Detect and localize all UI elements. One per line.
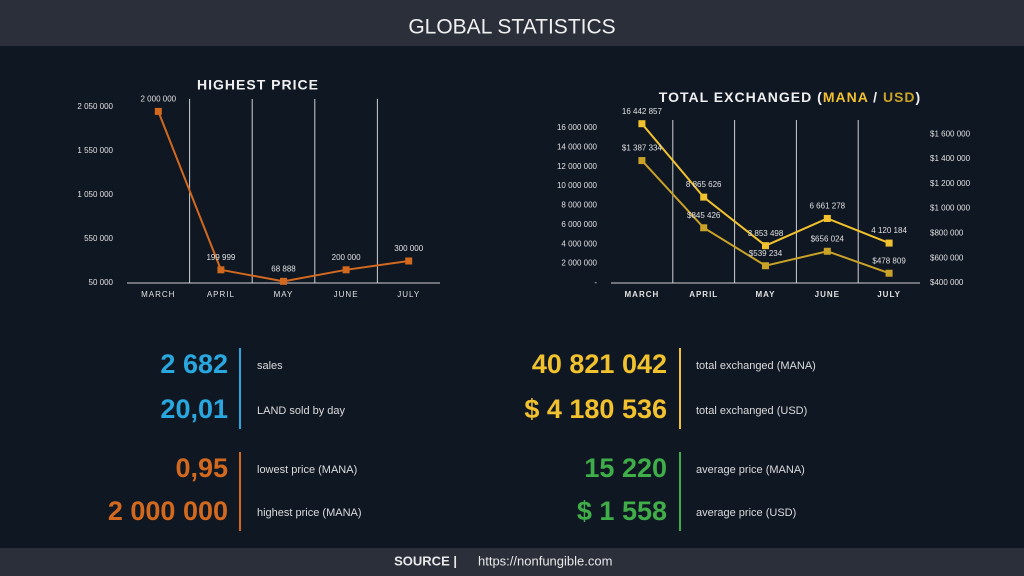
- stat-label: LAND sold by day: [257, 405, 346, 417]
- x-tick-label: MARCH: [141, 290, 175, 299]
- stat-label: average price (MANA): [696, 464, 805, 476]
- x-tick-label: JULY: [877, 290, 901, 299]
- y-tick-label: 8 000 000: [561, 201, 597, 210]
- value-label: 199 999: [206, 253, 235, 262]
- x-tick-label: JUNE: [815, 290, 840, 299]
- footer-bar: [0, 548, 1024, 576]
- point-marker: [638, 157, 646, 165]
- value-label: $539 234: [749, 249, 783, 258]
- point-marker: [154, 107, 162, 115]
- page-title: GLOBAL STATISTICS: [408, 16, 615, 39]
- y2-tick-label: $800 000: [930, 229, 964, 238]
- x-tick-label: APRIL: [689, 290, 718, 299]
- y-tick-label: 10 000 000: [557, 181, 598, 190]
- y-tick-label: -: [594, 278, 597, 287]
- point-marker: [405, 257, 413, 265]
- y2-tick-label: $600 000: [930, 253, 964, 262]
- y2-tick-label: $1 400 000: [930, 154, 971, 163]
- value-label: 3 853 498: [748, 229, 784, 238]
- y-tick-label: 1 050 000: [77, 190, 113, 199]
- point-marker: [217, 266, 225, 274]
- chart-title-part: ): [916, 89, 922, 105]
- point-marker: [823, 247, 831, 255]
- point-marker: [823, 214, 831, 222]
- point-marker: [342, 266, 350, 274]
- chart-title-part: MANA: [823, 89, 868, 105]
- stat-label: lowest price (MANA): [257, 464, 357, 476]
- point-marker: [700, 224, 708, 232]
- stat-label: total exchanged (MANA): [696, 360, 816, 372]
- stat-value: 15 220: [584, 453, 667, 483]
- stat-label: total exchanged (USD): [696, 405, 807, 417]
- chart-title: TOTAL EXCHANGED (MANA / USD): [659, 89, 921, 105]
- value-label: $656 024: [811, 234, 845, 243]
- chart-title: HIGHEST PRICE: [197, 77, 319, 93]
- y-tick-label: 16 000 000: [557, 123, 598, 132]
- point-marker: [885, 269, 893, 277]
- y-tick-label: 6 000 000: [561, 220, 597, 229]
- point-marker: [700, 193, 708, 201]
- x-tick-label: APRIL: [207, 290, 235, 299]
- y-tick-label: 12 000 000: [557, 162, 598, 171]
- value-label: $478 809: [872, 256, 906, 265]
- x-tick-label: MAY: [755, 290, 775, 299]
- chart-title-part: /: [868, 89, 883, 105]
- x-tick-label: MAY: [274, 290, 294, 299]
- y-tick-label: 1 550 000: [77, 146, 113, 155]
- stat-label: highest price (MANA): [257, 507, 362, 519]
- value-label: 16 442 857: [622, 107, 663, 116]
- stat-value: $ 4 180 536: [524, 394, 667, 424]
- y2-tick-label: $1 200 000: [930, 179, 971, 188]
- footer-url: https://nonfungible.com: [478, 553, 612, 568]
- stat-value: 0,95: [175, 453, 228, 483]
- stat-value: $ 1 558: [577, 496, 667, 526]
- y-tick-label: 2 000 000: [561, 259, 597, 268]
- value-label: 4 120 184: [871, 226, 907, 235]
- y-tick-label: 4 000 000: [561, 239, 597, 248]
- header-bar: [0, 0, 1024, 46]
- value-label: 300 000: [394, 244, 423, 253]
- stat-value: 20,01: [160, 394, 228, 424]
- value-label: 6 661 278: [810, 202, 846, 211]
- y2-tick-label: $400 000: [930, 278, 964, 287]
- value-label: 2 000 000: [141, 95, 177, 104]
- point-marker: [762, 242, 769, 250]
- point-marker: [762, 262, 769, 270]
- y2-tick-label: $1 600 000: [930, 129, 971, 138]
- chart-title-part: TOTAL EXCHANGED (: [659, 89, 823, 105]
- point-marker: [638, 120, 646, 128]
- footer-source: SOURCE |: [394, 553, 457, 568]
- x-tick-label: MARCH: [625, 290, 660, 299]
- y-tick-label: 2 050 000: [77, 102, 113, 111]
- stat-value: 2 000 000: [108, 496, 228, 526]
- value-label: 200 000: [332, 253, 361, 262]
- series-line: [157, 111, 409, 283]
- stat-label: average price (USD): [696, 507, 796, 519]
- y2-tick-label: $1 000 000: [930, 204, 971, 213]
- value-label: 68 888: [271, 264, 296, 273]
- y-tick-label: 14 000 000: [557, 142, 598, 151]
- value-label: 8 865 626: [686, 180, 722, 189]
- point-marker: [885, 239, 893, 247]
- x-tick-label: JUNE: [334, 290, 359, 299]
- series-line: [641, 123, 890, 247]
- y-tick-label: 550 000: [84, 234, 113, 243]
- value-label: $845 426: [687, 211, 721, 220]
- stat-value: 40 821 042: [532, 349, 667, 379]
- stat-value: 2 682: [160, 349, 228, 379]
- y-tick-label: 50 000: [89, 278, 114, 287]
- chart-title-part: USD: [883, 89, 916, 105]
- stat-label: sales: [257, 360, 283, 372]
- point-marker: [280, 277, 287, 285]
- x-tick-label: JULY: [397, 290, 420, 299]
- value-label: $1 387 334: [622, 144, 663, 153]
